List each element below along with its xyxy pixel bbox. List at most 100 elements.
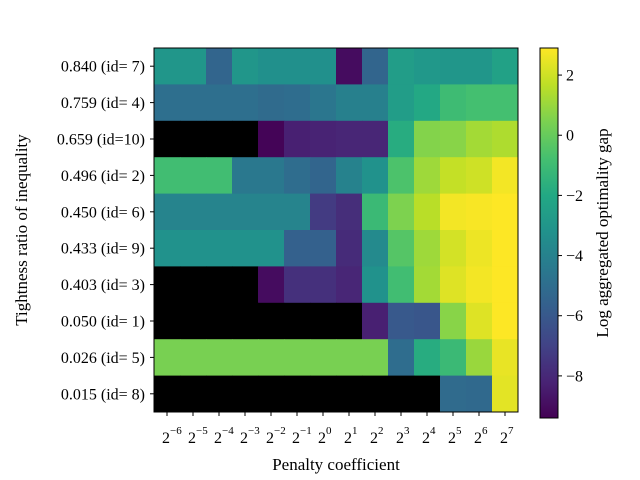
heatmap-cell: [414, 84, 441, 122]
heatmap-cell: [492, 157, 519, 195]
heatmap-cell: [310, 339, 337, 377]
heatmap-cell: [258, 193, 285, 231]
colorbar-ticks: 2 0 −2 −4 −6 −8: [558, 68, 583, 385]
heatmap-cell: [310, 230, 337, 267]
heatmap-cell: [258, 375, 285, 413]
x-tick-exponent: 2: [378, 425, 384, 437]
heatmap-cell: [310, 266, 337, 304]
heatmap-cell: [466, 339, 493, 377]
heatmap-cell: [154, 193, 181, 231]
heatmap-cell: [206, 302, 233, 340]
colorbar-tick-label: 0: [566, 128, 574, 145]
heatmap-cell: [310, 375, 337, 413]
heatmap-cell: [414, 230, 441, 267]
heatmap-cell: [388, 339, 415, 377]
heatmap-frame: [153, 47, 519, 413]
x-tick-exponent: −1: [300, 425, 312, 437]
x-tick-label: 2: [240, 430, 248, 447]
colorbar: [539, 47, 559, 419]
heatmap-cell: [154, 266, 181, 304]
heatmap-cell: [466, 157, 493, 195]
heatmap-cell: [362, 157, 389, 195]
heatmap-cell: [154, 120, 181, 158]
heatmap-cell: [492, 193, 519, 231]
heatmap-cell: [492, 375, 519, 413]
heatmap-cell: [492, 302, 519, 340]
heatmap-cell: [362, 302, 389, 340]
x-tick-exponent: −3: [248, 425, 260, 437]
x-tick-label: 2: [292, 430, 300, 447]
heatmap-cell: [180, 375, 207, 413]
x-tick-label: 2: [214, 430, 222, 447]
heatmap-cell: [284, 302, 311, 340]
heatmap-cell: [206, 120, 233, 158]
heatmap-cell: [180, 120, 207, 158]
heatmap-cell: [336, 266, 363, 304]
heatmap-cell: [232, 48, 259, 85]
heatmap-cell: [336, 84, 363, 122]
x-tick-exponent: 7: [508, 425, 514, 437]
heatmap-cell: [388, 230, 415, 267]
x-tick-label: 2: [162, 430, 170, 447]
colorbar-tick-label: −6: [566, 308, 583, 325]
heatmap-cell: [440, 193, 467, 231]
heatmap-cell: [232, 375, 259, 413]
x-tick-exponent: −5: [196, 425, 208, 437]
y-axis-ticks: 0.840 (id= 7) 0.759 (id= 4) 0.659 (id=10) 0…: [57, 59, 154, 403]
colorbar-tick-label: −8: [566, 368, 583, 385]
x-tick-label: 2: [396, 430, 404, 447]
heatmap-cell: [414, 193, 441, 231]
heatmap-cell: [414, 266, 441, 304]
colorbar-tick-label: −2: [566, 188, 583, 205]
heatmap-cell: [206, 48, 233, 85]
x-tick-exponent: 6: [482, 425, 488, 437]
x-tick-exponent: −6: [170, 425, 182, 437]
y-tick-label: 0.433 (id= 9): [61, 241, 145, 258]
heatmap-cell: [388, 375, 415, 413]
heatmap-cell: [414, 120, 441, 158]
heatmap-cell: [440, 230, 467, 267]
heatmap-cell: [284, 339, 311, 377]
heatmap-cell: [284, 375, 311, 413]
y-tick-label: 0.840 (id= 7): [61, 59, 145, 76]
heatmap-cell: [284, 157, 311, 195]
heatmap-cell: [206, 193, 233, 231]
heatmap-cell: [180, 339, 207, 377]
heatmap-cell: [258, 120, 285, 158]
heatmap-cell: [310, 193, 337, 231]
heatmap-cell: [466, 48, 493, 85]
heatmap-cell: [466, 266, 493, 304]
x-tick-exponent: 0: [326, 425, 332, 437]
heatmap-cell: [206, 157, 233, 195]
heatmap-cell: [206, 266, 233, 304]
x-tick-label: 2: [318, 430, 326, 447]
heatmap-cell: [180, 193, 207, 231]
colorbar-tick-label: −4: [566, 248, 583, 265]
x-tick-label: 2: [422, 430, 430, 447]
heatmap-cell: [388, 266, 415, 304]
heatmap-cell: [336, 157, 363, 195]
x-axis-title: Penalty coefficient: [272, 455, 400, 474]
heatmap-cell: [258, 157, 285, 195]
heatmap-cell: [154, 302, 181, 340]
heatmap-cell: [180, 266, 207, 304]
heatmap-cell: [180, 157, 207, 195]
x-tick-label: 2: [344, 430, 352, 447]
heatmap-cell: [310, 157, 337, 195]
heatmap-cell: [258, 48, 285, 85]
heatmap-cell: [258, 84, 285, 122]
heatmap-cell: [232, 84, 259, 122]
heatmap-cell: [414, 375, 441, 413]
y-tick-label: 0.015 (id= 8): [61, 386, 145, 403]
heatmap-cell: [206, 375, 233, 413]
heatmap-cell: [440, 120, 467, 158]
heatmap-cell: [440, 266, 467, 304]
x-tick-exponent: 1: [352, 425, 358, 437]
heatmap-cell: [180, 48, 207, 85]
x-tick-label: 2: [500, 430, 508, 447]
heatmap-cell: [492, 339, 519, 377]
heatmap-cell: [180, 84, 207, 122]
heatmap-cell: [362, 230, 389, 267]
heatmap-cell: [336, 375, 363, 413]
